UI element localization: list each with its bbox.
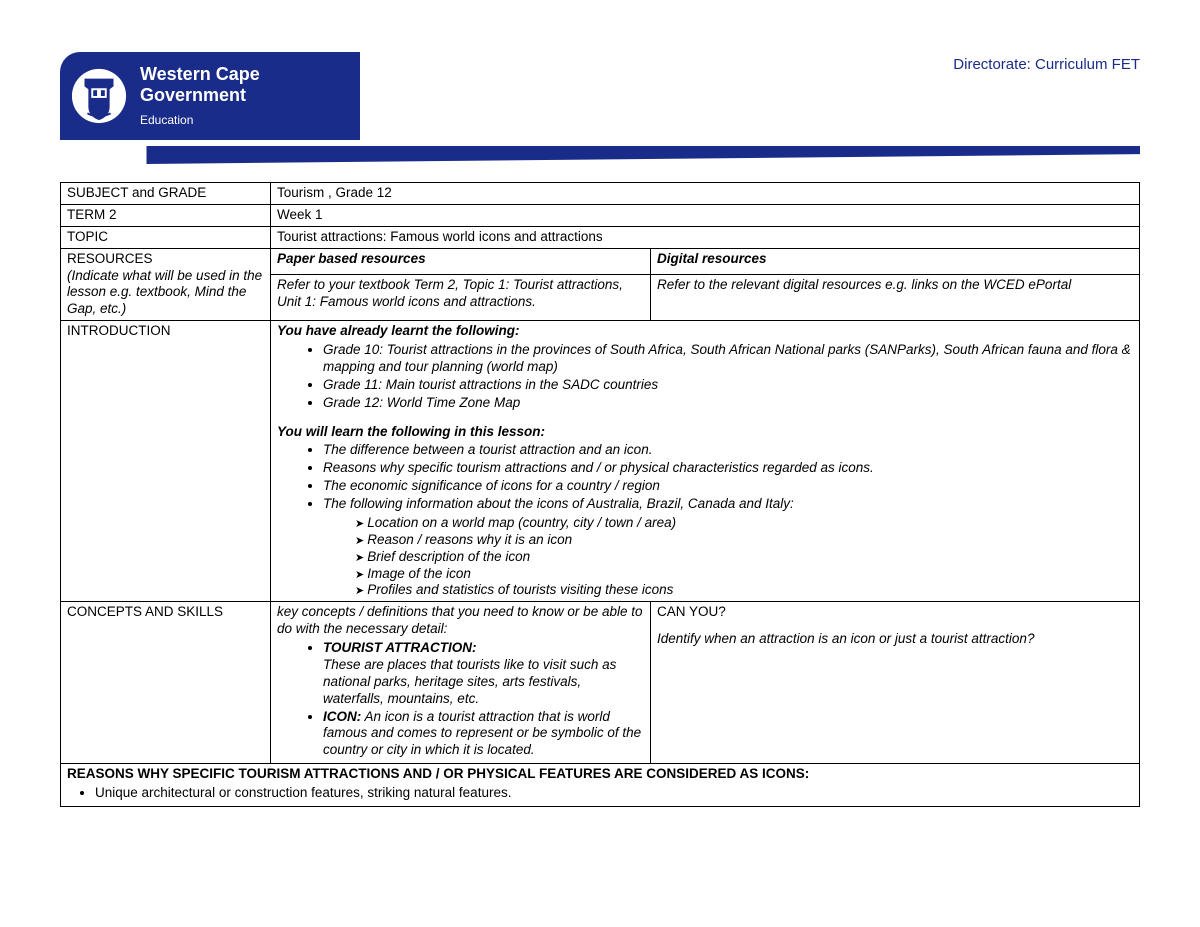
intro-label: INTRODUCTION bbox=[61, 321, 271, 602]
digital-text: Refer to the relevant digital resources … bbox=[651, 274, 1140, 320]
intro-list1: Grade 10: Tourist attractions in the pro… bbox=[277, 342, 1133, 412]
row-reasons: REASONS WHY SPECIFIC TOURISM ATTRACTIONS… bbox=[61, 764, 1140, 807]
reasons-heading: REASONS WHY SPECIFIC TOURISM ATTRACTIONS… bbox=[67, 766, 809, 781]
row-concepts: CONCEPTS AND SKILLS key concepts / defin… bbox=[61, 602, 1140, 764]
concept1-term: TOURIST ATTRACTION: bbox=[323, 640, 476, 655]
directorate-label: Directorate: Curriculum FET bbox=[953, 52, 1140, 73]
row-introduction: INTRODUCTION You have already learnt the… bbox=[61, 321, 1140, 602]
concept2-term: ICON: bbox=[323, 709, 361, 724]
learn-s3: Brief description of the icon bbox=[355, 549, 1133, 566]
lesson-table: SUBJECT and GRADE Tourism , Grade 12 TER… bbox=[60, 182, 1140, 807]
reasons-b1: Unique architectural or construction fea… bbox=[95, 785, 1133, 802]
paper-text: Refer to your textbook Term 2, Topic 1: … bbox=[271, 274, 651, 320]
concept1-def: These are places that tourists like to v… bbox=[323, 657, 616, 706]
canyou-text: Identify when an attraction is an icon o… bbox=[657, 631, 1034, 646]
logo-line2: Government bbox=[140, 85, 260, 106]
concepts-content: key concepts / definitions that you need… bbox=[271, 602, 651, 764]
row-term: TERM 2 Week 1 bbox=[61, 204, 1140, 226]
row-subject: SUBJECT and GRADE Tourism , Grade 12 bbox=[61, 183, 1140, 205]
resources-label: RESOURCES bbox=[67, 251, 153, 266]
concept-1: TOURIST ATTRACTION: These are places tha… bbox=[323, 640, 644, 708]
subject-value: Tourism , Grade 12 bbox=[271, 183, 1140, 205]
logo-text: Western Cape Government Education bbox=[140, 64, 260, 127]
intro-lead1: You have already learnt the following: bbox=[277, 323, 520, 338]
canyou-heading: CAN YOU? bbox=[657, 604, 726, 619]
reasons-cell: REASONS WHY SPECIFIC TOURISM ATTRACTIONS… bbox=[61, 764, 1140, 807]
subject-label: SUBJECT and GRADE bbox=[61, 183, 271, 205]
concepts-label: CONCEPTS AND SKILLS bbox=[61, 602, 271, 764]
learn-b3: The economic significance of icons for a… bbox=[323, 478, 1133, 495]
reasons-list: Unique architectural or construction fea… bbox=[67, 785, 1133, 802]
resources-note: (Indicate what will be used in the lesso… bbox=[67, 268, 262, 317]
learn-s2: Reason / reasons why it is an icon bbox=[355, 532, 1133, 549]
topic-value: Tourist attractions: Famous world icons … bbox=[271, 226, 1140, 248]
learn-sublist: Location on a world map (country, city /… bbox=[277, 515, 1133, 599]
topic-label: TOPIC bbox=[61, 226, 271, 248]
logo-sub: Education bbox=[140, 114, 260, 128]
learn-b1: The difference between a tourist attract… bbox=[323, 442, 1133, 459]
page: Western Cape Government Education Direct… bbox=[0, 0, 1200, 837]
logo-block: Western Cape Government Education bbox=[60, 52, 360, 140]
paper-heading: Paper based resources bbox=[271, 248, 651, 274]
resources-label-cell: RESOURCES (Indicate what will be used in… bbox=[61, 248, 271, 321]
learn-b2: Reasons why specific tourism attractions… bbox=[323, 460, 1133, 477]
row-topic: TOPIC Tourist attractions: Famous world … bbox=[61, 226, 1140, 248]
header-row: Western Cape Government Education Direct… bbox=[60, 52, 1140, 140]
intro-b1: Grade 10: Tourist attractions in the pro… bbox=[323, 342, 1133, 376]
row-resources-head: RESOURCES (Indicate what will be used in… bbox=[61, 248, 1140, 274]
banner-stripe bbox=[60, 146, 1140, 164]
intro-b3: Grade 12: World Time Zone Map bbox=[323, 395, 1133, 412]
crest-icon bbox=[70, 67, 128, 125]
learn-s1: Location on a world map (country, city /… bbox=[355, 515, 1133, 532]
learn-list: The difference between a tourist attract… bbox=[277, 442, 1133, 513]
digital-heading: Digital resources bbox=[651, 248, 1140, 274]
concepts-list: TOURIST ATTRACTION: These are places tha… bbox=[277, 640, 644, 759]
intro-b2: Grade 11: Main tourist attractions in th… bbox=[323, 377, 1133, 394]
learn-b4: The following information about the icon… bbox=[323, 496, 1133, 513]
term-label: TERM 2 bbox=[61, 204, 271, 226]
canyou-cell: CAN YOU? Identify when an attraction is … bbox=[651, 602, 1140, 764]
learn-s5: Profiles and statistics of tourists visi… bbox=[355, 582, 1133, 599]
intro-lead2: You will learn the following in this les… bbox=[277, 424, 545, 439]
concepts-lead: key concepts / definitions that you need… bbox=[277, 604, 642, 636]
concept2-def: An icon is a tourist attraction that is … bbox=[323, 709, 641, 758]
logo-line1: Western Cape bbox=[140, 64, 260, 85]
intro-content: You have already learnt the following: G… bbox=[271, 321, 1140, 602]
learn-s4: Image of the icon bbox=[355, 566, 1133, 583]
concept-2: ICON: An icon is a tourist attraction th… bbox=[323, 709, 644, 760]
term-value: Week 1 bbox=[271, 204, 1140, 226]
